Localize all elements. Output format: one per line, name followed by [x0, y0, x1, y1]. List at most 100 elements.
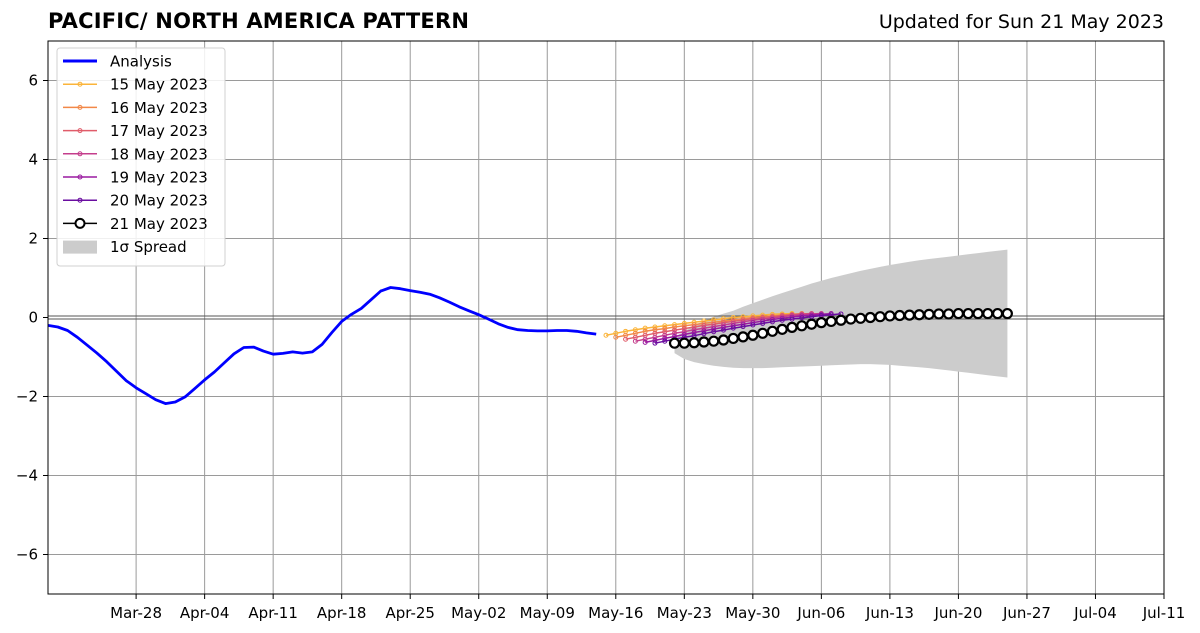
forecast-point	[603, 332, 609, 338]
forecast-main-point	[854, 312, 867, 324]
analysis-line	[47, 286, 597, 406]
tick-label-x: May-02	[451, 604, 506, 622]
tick-label-x: May-23	[657, 604, 712, 622]
tick-label-y: −6	[16, 546, 38, 564]
legend-box	[56, 47, 226, 267]
grid-lines	[48, 41, 1165, 594]
forecast-point	[691, 330, 697, 336]
tick-label-y: −4	[16, 467, 38, 485]
spread-area	[674, 249, 1008, 378]
tick-label-y: 0	[28, 309, 38, 327]
legend-marker	[77, 128, 83, 134]
forecast-point	[613, 334, 619, 340]
tick-label-x: May-30	[725, 604, 780, 622]
tick-labels: Mar-28 Apr-04 Apr-11 Apr-18 Apr-25 May-02 May-…	[16, 72, 1185, 623]
forecast-main-point	[874, 311, 886, 323]
forecast-main-point	[727, 332, 739, 345]
forecast-main-point	[913, 309, 925, 321]
forecast-point	[652, 334, 658, 340]
forecast-main-point	[962, 307, 974, 320]
forecast-point	[701, 331, 707, 337]
legend-label: Analysis	[110, 53, 172, 71]
chart-title: PACIFIC/ NORTH AMERICA PATTERN	[48, 9, 470, 33]
series-lines	[47, 286, 1013, 406]
tick-label-x: Mar-28	[110, 604, 162, 622]
forecast-main-point	[668, 337, 681, 349]
legend-marker	[77, 104, 83, 110]
forecast-point	[750, 322, 756, 328]
tick-label-y: 4	[28, 151, 38, 169]
forecast-main-point	[786, 321, 798, 333]
forecast-main-point	[884, 310, 896, 322]
forecast-main-point	[864, 311, 876, 324]
forecast-main-point	[903, 309, 916, 321]
forecast-point	[701, 328, 707, 334]
tick-label-x: Jul-04	[1073, 604, 1117, 622]
forecast-point	[730, 325, 736, 331]
forecast-main-point	[688, 337, 700, 349]
forecast-point	[662, 326, 668, 332]
forecast-main-point	[972, 307, 984, 320]
legend-marker-main	[74, 217, 86, 229]
legend-label: 21 May 2023	[110, 215, 208, 233]
forecast-point	[789, 316, 795, 322]
legend-label: 15 May 2023	[110, 76, 208, 94]
forecast-main-point	[991, 307, 1004, 320]
forecast-main-point	[708, 335, 720, 347]
forecast-point	[711, 329, 717, 335]
tick-label-y: 2	[28, 230, 38, 248]
tick-label-y: −2	[16, 388, 38, 406]
tick-label-x: May-16	[588, 604, 643, 622]
forecast-point	[672, 327, 678, 333]
tick-label-x: Apr-18	[317, 604, 367, 622]
tick-label-x: Apr-04	[180, 604, 230, 622]
forecast-main-point	[894, 309, 906, 322]
legend-swatch-spread	[63, 240, 97, 254]
forecast-point	[681, 329, 687, 335]
tick-label-x: Jun-06	[796, 604, 845, 622]
forecast-point	[681, 326, 687, 332]
legend-marker	[77, 81, 83, 87]
spread-band	[674, 249, 1008, 378]
forecast-point	[769, 319, 775, 325]
forecast-point	[672, 330, 678, 336]
legend-label: 19 May 2023	[110, 169, 208, 187]
forecast-main-point	[805, 318, 818, 330]
legend-label: 18 May 2023	[110, 145, 208, 163]
legend-label: 17 May 2023	[110, 122, 208, 140]
forecast-point	[662, 338, 668, 344]
forecast-point	[681, 331, 687, 337]
forecast-main-point	[698, 336, 710, 348]
forecast-main-point	[982, 307, 994, 320]
tick-label-x: Jun-27	[1002, 604, 1051, 622]
forecast-point	[779, 317, 785, 323]
forecast-point	[642, 339, 648, 345]
forecast-point	[701, 322, 707, 328]
forecast-main-point	[678, 337, 690, 349]
updated-date: Updated for Sun 21 May 2023	[878, 11, 1164, 33]
forecast-point	[652, 337, 658, 343]
forecast-main-point	[923, 308, 935, 320]
forecast-main-point	[835, 314, 847, 326]
forecast-main-point	[825, 315, 837, 328]
forecast-main-point	[737, 331, 749, 343]
forecast-main-point	[933, 308, 945, 320]
forecast-main-point	[757, 327, 769, 339]
tick-label-x: Jun-13	[865, 604, 914, 622]
forecast-main-point	[943, 308, 955, 320]
forecast-point	[662, 332, 668, 338]
legend: Analysis 15 May 2023 16 May 2023 17 May 202…	[56, 47, 226, 267]
forecast-main-point	[815, 317, 827, 329]
forecast-main-point	[776, 323, 788, 335]
forecast-main-point	[747, 329, 759, 341]
legend-label: 20 May 2023	[110, 192, 208, 210]
forecast-main-point	[766, 325, 779, 337]
forecast-point	[740, 324, 746, 330]
forecast-point	[642, 325, 648, 331]
forecast-point	[642, 336, 648, 342]
tick-label-x: Apr-11	[248, 604, 298, 622]
forecast-main-point	[796, 320, 808, 332]
legend-label: 1σ Spread	[110, 238, 187, 256]
forecast-point	[760, 320, 766, 326]
